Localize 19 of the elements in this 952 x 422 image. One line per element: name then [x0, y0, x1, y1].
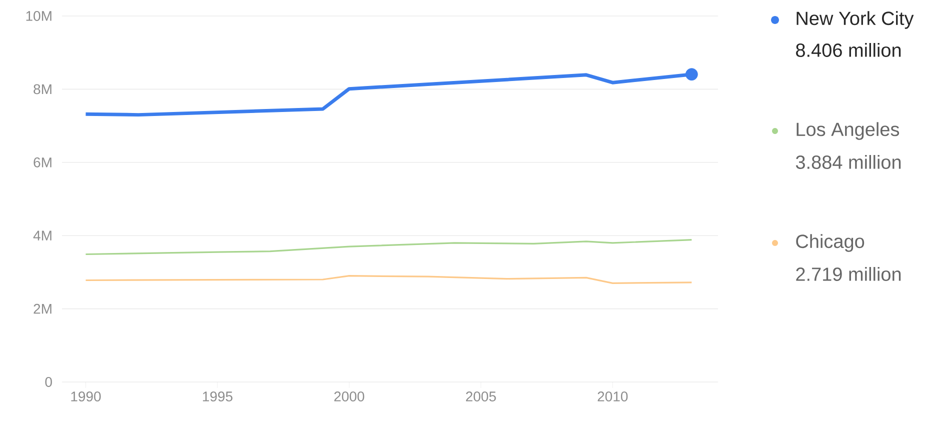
x-tick-label: 1990: [71, 392, 101, 402]
line-series: [84, 239, 692, 256]
x-tick-label: 2005: [466, 392, 496, 402]
y-tick-label: 8M: [34, 84, 52, 94]
text: 8.406 million: [796, 43, 901, 57]
x-tick-label: 1995: [202, 392, 232, 402]
y-tick-label: 10M: [26, 11, 52, 21]
y-tick-label: 2M: [34, 304, 52, 314]
legend-label: Los Angeles: [796, 122, 900, 140]
y-tick-label: 6M: [34, 157, 52, 168]
y-tick-label: 4M: [33, 230, 52, 240]
line-series: [84, 275, 692, 284]
y-tick-label: 0: [45, 377, 52, 387]
x-tick-label: 2000: [334, 392, 364, 402]
text: 3.884 million: [796, 155, 901, 169]
text: 2.719 million: [796, 267, 901, 281]
legend-label: Chicago: [796, 234, 864, 252]
x-tick-label: 2010: [598, 392, 628, 402]
legend-label: New York City: [796, 11, 914, 29]
